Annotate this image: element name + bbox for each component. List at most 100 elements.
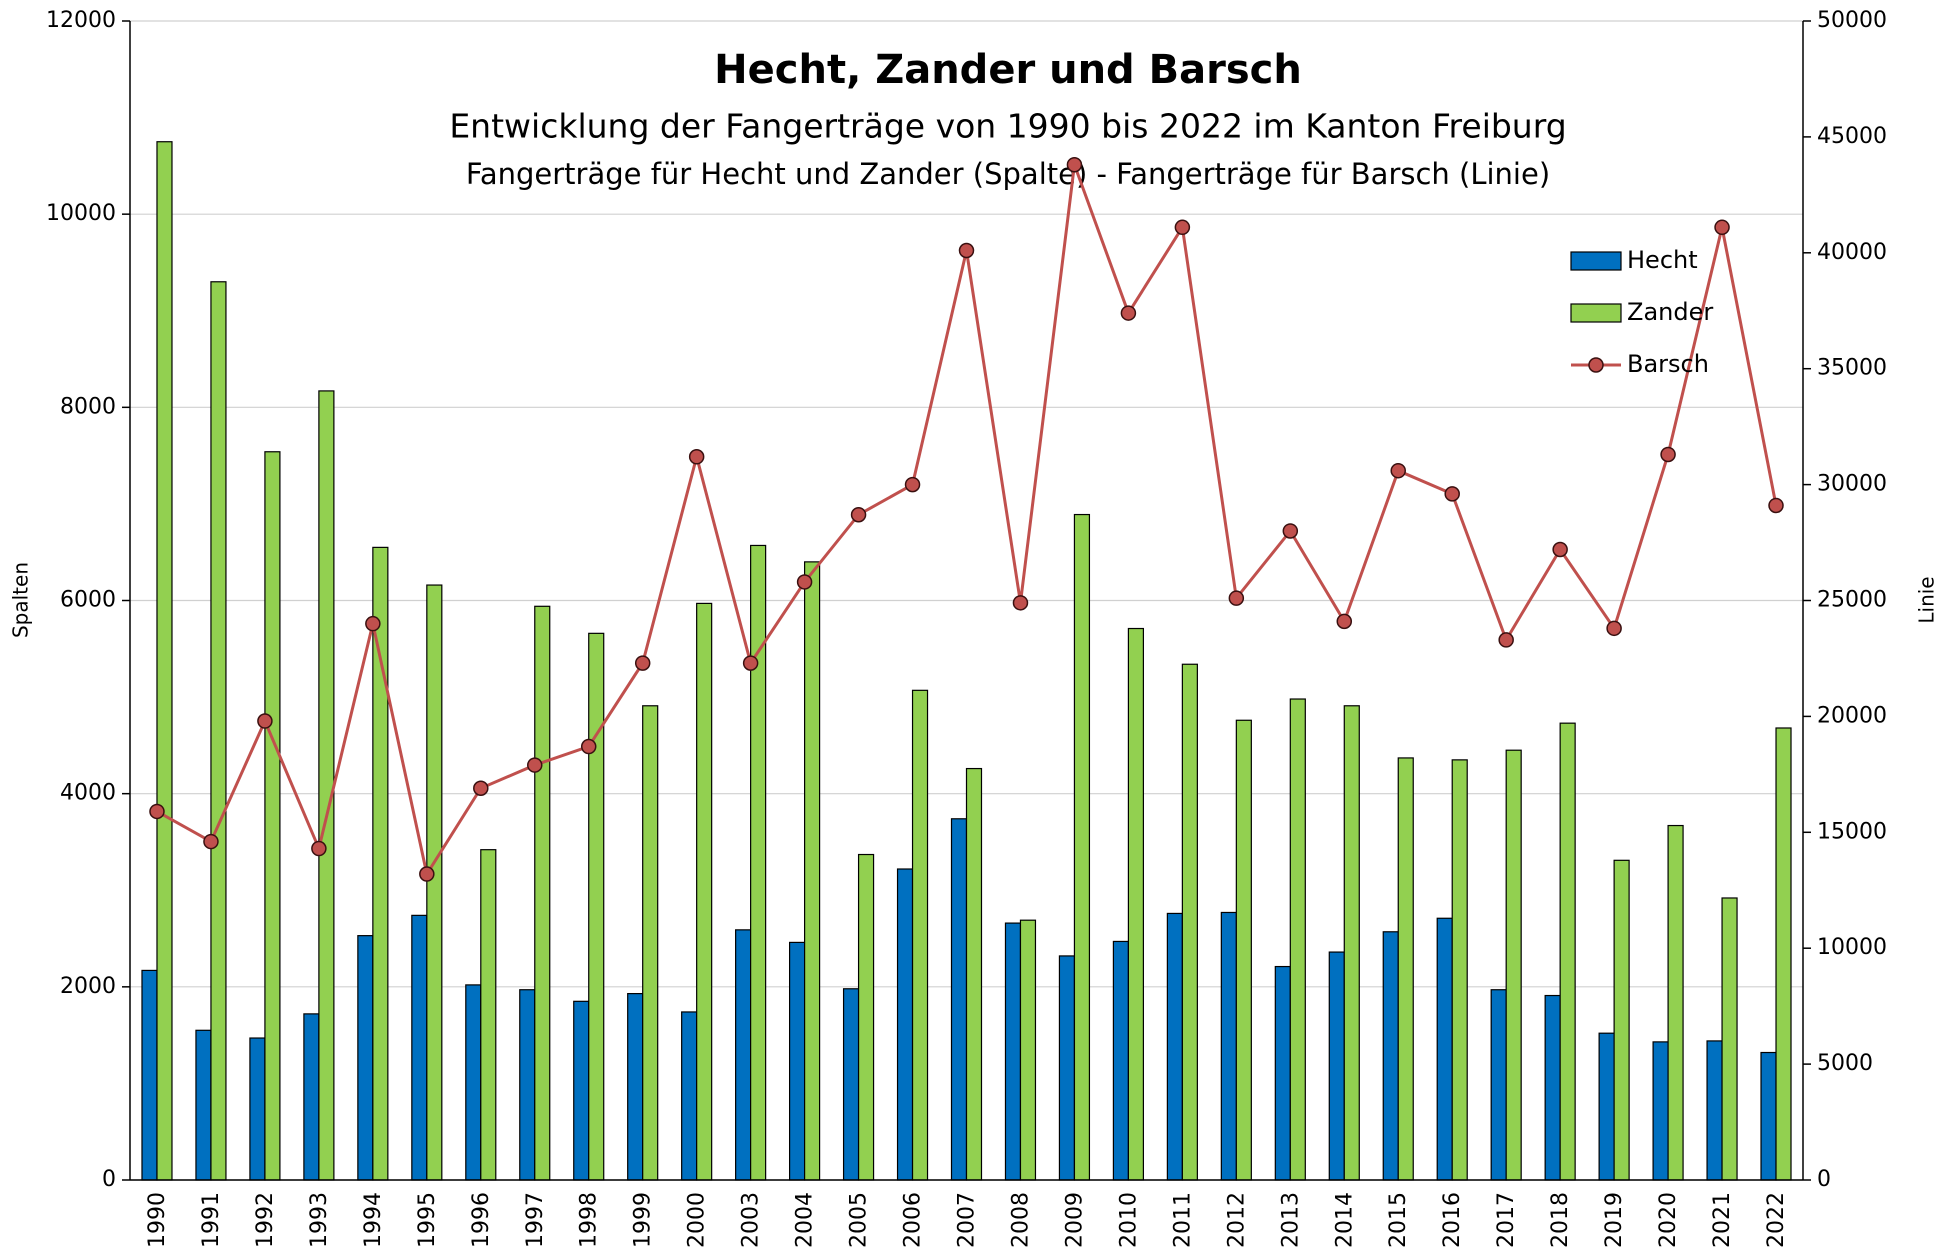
- x-tick-label: 1999: [631, 1192, 656, 1248]
- y2-tick-label: 15000: [1817, 819, 1887, 844]
- bar: [857, 853, 875, 1181]
- line-marker: [904, 476, 921, 493]
- line-marker: [1444, 486, 1460, 502]
- line-marker: [958, 242, 975, 259]
- line-marker: [850, 506, 867, 523]
- y2-tick-label: 40000: [1817, 240, 1887, 265]
- x-tick-label: 2004: [793, 1192, 818, 1248]
- bar: [1706, 1040, 1723, 1181]
- legend-swatch: [1570, 303, 1622, 323]
- line-marker: [1336, 613, 1353, 630]
- bar: [965, 767, 983, 1181]
- y-tick-label: 4000: [60, 781, 116, 806]
- bar: [1220, 911, 1237, 1181]
- bar: [426, 584, 443, 1181]
- bar: [1289, 698, 1306, 1181]
- bar: [750, 544, 767, 1181]
- line-marker: [796, 574, 813, 590]
- y-tick-label: 12000: [46, 8, 116, 33]
- bar: [318, 390, 335, 1181]
- line-marker: [473, 780, 489, 797]
- bar: [1505, 749, 1522, 1181]
- bar: [573, 1000, 590, 1181]
- bar: [1436, 917, 1453, 1181]
- bar: [842, 988, 860, 1181]
- bar: [1004, 922, 1022, 1181]
- bar: [249, 1037, 266, 1181]
- bar: [911, 689, 929, 1181]
- bar: [696, 602, 713, 1181]
- bar: [1760, 1051, 1777, 1181]
- line-marker: [688, 449, 705, 465]
- y2-tick-label: 25000: [1817, 588, 1887, 613]
- line-marker: [1066, 156, 1083, 173]
- y2-tick-label: 30000: [1817, 472, 1887, 497]
- x-tick-label: 2020: [1656, 1192, 1681, 1248]
- bar: [534, 605, 551, 1181]
- legend-swatch: [1570, 251, 1622, 271]
- bar: [210, 281, 227, 1181]
- bar: [1181, 663, 1198, 1181]
- x-tick-label: 1993: [307, 1192, 332, 1248]
- bar: [1058, 955, 1076, 1181]
- x-tick-label: 2021: [1710, 1192, 1735, 1248]
- line-marker: [311, 840, 327, 857]
- x-tick-label: 2007: [955, 1192, 980, 1248]
- bar: [1166, 912, 1183, 1181]
- x-tick-label: 1997: [523, 1192, 548, 1248]
- bar: [950, 818, 968, 1181]
- y2-tick-label: 35000: [1817, 356, 1887, 381]
- x-tick-label: 2008: [1008, 1192, 1033, 1248]
- x-tick-label: 2010: [1116, 1192, 1141, 1248]
- line-marker: [580, 738, 597, 755]
- line-marker: [634, 655, 651, 671]
- x-tick-label: 2013: [1278, 1192, 1303, 1248]
- line-marker: [742, 655, 759, 671]
- x-tick-label: 1994: [361, 1192, 386, 1248]
- bar: [681, 1011, 698, 1181]
- bar: [1397, 757, 1414, 1181]
- line-marker: [257, 713, 273, 729]
- bar: [1667, 824, 1684, 1181]
- bar: [465, 984, 482, 1181]
- y-axis-label: Spalten: [9, 562, 33, 638]
- x-tick-label: 2017: [1494, 1192, 1519, 1248]
- bar: [1451, 759, 1468, 1181]
- bar: [1490, 989, 1507, 1181]
- bar: [588, 632, 605, 1181]
- line-marker: [1552, 541, 1568, 558]
- line-marker: [1120, 305, 1137, 321]
- x-tick-label: 2022: [1764, 1192, 1789, 1248]
- x-tick-label: 2011: [1170, 1192, 1195, 1248]
- bar: [1235, 719, 1252, 1181]
- bar: [141, 969, 158, 1181]
- legend-label: Zander: [1627, 298, 1713, 326]
- bar: [411, 914, 428, 1181]
- bar: [1112, 940, 1130, 1181]
- line-marker: [527, 757, 543, 773]
- bar: [1652, 1041, 1669, 1181]
- x-tick-label: 2003: [739, 1192, 764, 1248]
- line-marker: [1228, 590, 1245, 606]
- bar: [1613, 859, 1630, 1181]
- line: [156, 164, 1778, 878]
- x-tick-label: 2012: [1224, 1192, 1249, 1248]
- x-tick-label: 2018: [1548, 1192, 1573, 1248]
- line-marker: [1282, 523, 1299, 539]
- x-tick-label: 1991: [199, 1192, 224, 1248]
- x-tick-label: 1995: [415, 1192, 440, 1248]
- bar: [1775, 727, 1792, 1181]
- bar: [627, 992, 644, 1181]
- bar: [1544, 994, 1561, 1181]
- line-marker: [419, 866, 435, 882]
- x-tick-label: 2019: [1602, 1192, 1627, 1248]
- bar: [1274, 965, 1291, 1181]
- bar: [1559, 722, 1576, 1181]
- bar: [1127, 627, 1145, 1181]
- y2-tick-label: 5000: [1817, 1051, 1873, 1076]
- line-marker: [1660, 446, 1676, 463]
- x-tick-label: 1998: [577, 1192, 602, 1248]
- bar: [195, 1029, 212, 1181]
